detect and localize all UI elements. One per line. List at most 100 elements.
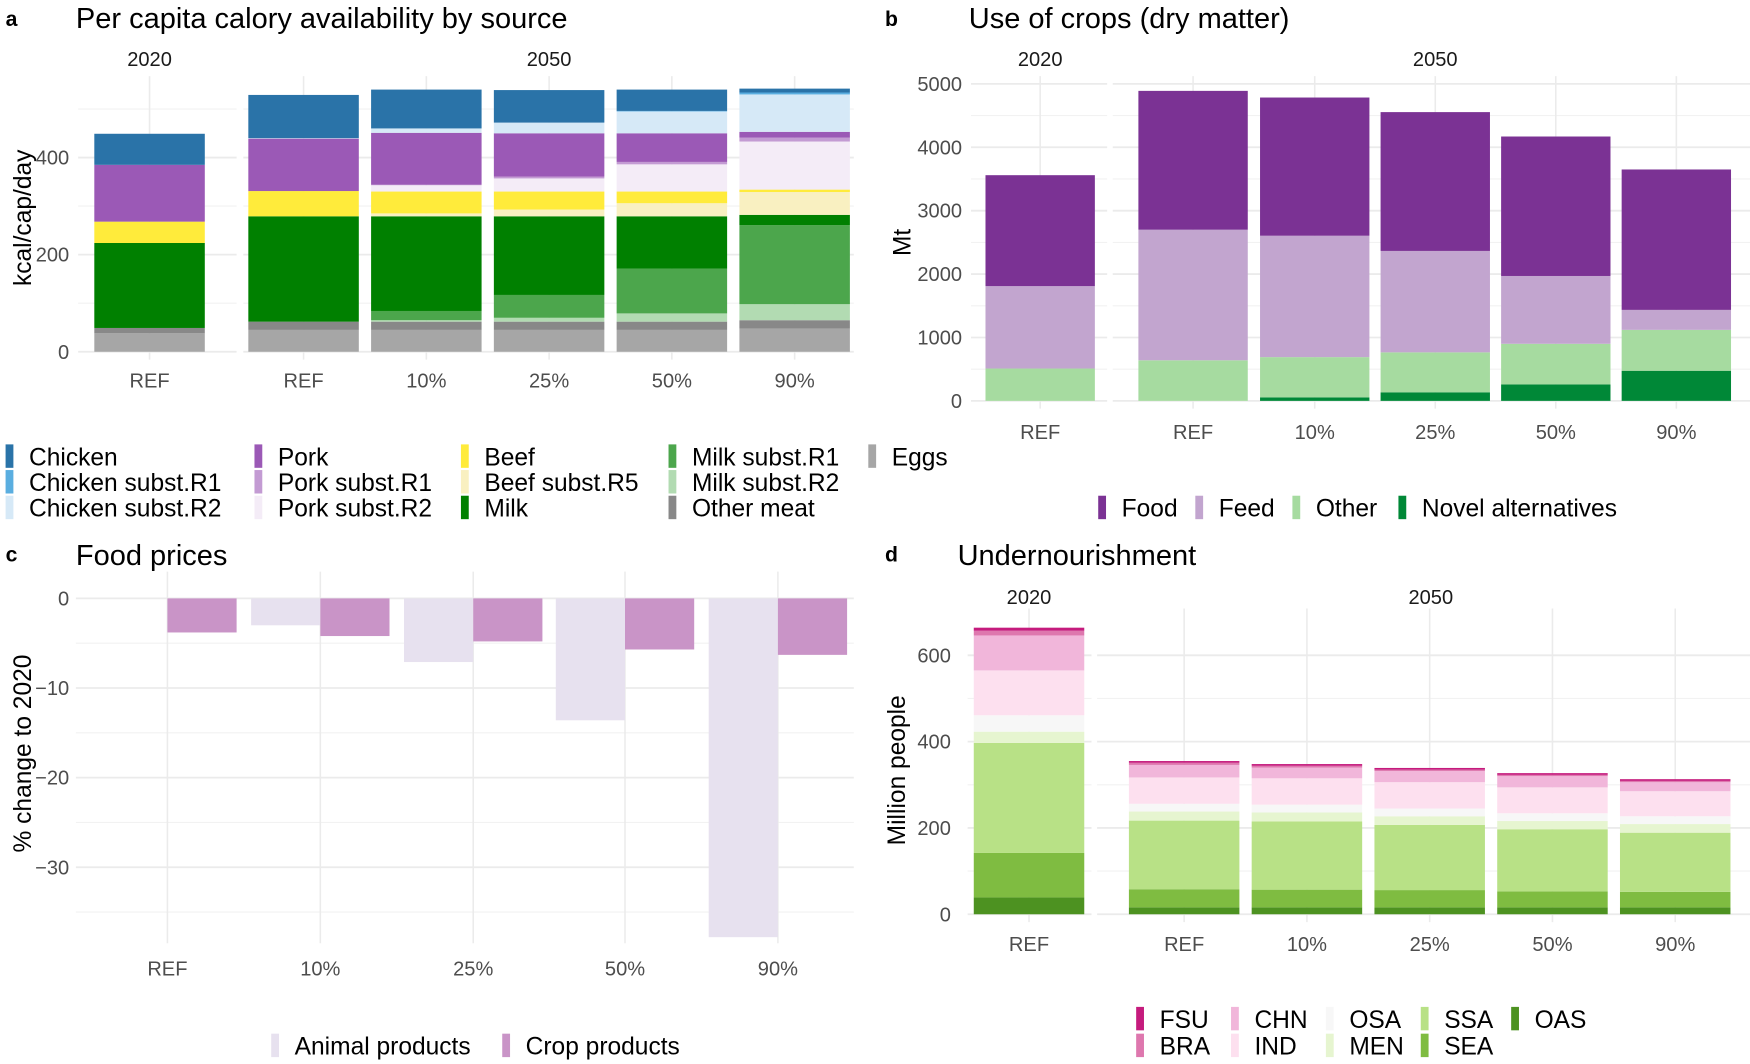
x-tick-label: 10% (300, 959, 340, 981)
bar-segment-feed (1260, 235, 1370, 358)
bar-segment-ssa (1619, 832, 1731, 892)
bar-segment-feed (1138, 229, 1248, 361)
bar-segment-oas (1374, 907, 1485, 915)
bar-segment-sea (1251, 889, 1363, 908)
bar-segment-milk-subst-r1 (616, 268, 728, 314)
bar-segment-chicken-subst-r2 (371, 128, 482, 133)
legend-label: BRA (1160, 1034, 1211, 1061)
legend-swatch (868, 444, 877, 468)
bar-segment-beef-subst-r5 (371, 213, 482, 217)
bar-segment-pork (94, 164, 205, 222)
bar-segment-men (1251, 812, 1363, 822)
bar-segment-fsu (1619, 779, 1731, 781)
bar-segment-oas (1251, 907, 1363, 915)
y-tick-label: −20 (35, 768, 69, 790)
legend-label: MEN (1349, 1034, 1404, 1061)
bar-segment-other (1621, 329, 1732, 371)
bar-segment-milk-subst-r1 (739, 225, 850, 305)
bar-segment-fsu (1374, 767, 1485, 770)
bar-segment-chn (1251, 767, 1363, 779)
bar-segment-chn (973, 635, 1085, 671)
chart-title: Undernourishment (958, 540, 1197, 572)
x-tick-label: 90% (775, 370, 815, 392)
bar-crop-products (167, 598, 237, 633)
x-tick-label: REF (147, 959, 187, 981)
bar-segment-other-meat (493, 321, 605, 330)
bar-segment-ssa (1251, 821, 1363, 890)
x-tick-label: 50% (652, 370, 692, 392)
y-tick-label: 600 (917, 645, 951, 667)
x-tick-label: 25% (529, 370, 569, 392)
bar-segment-oas (1619, 907, 1731, 915)
legend-swatch (1098, 495, 1107, 520)
chart-title: Per capita calory availability by source (76, 3, 568, 35)
bar-segment-chicken (739, 88, 850, 93)
bar-segment-ssa (1374, 824, 1485, 891)
bar-segment-osa (1251, 804, 1363, 813)
x-tick-label: 10% (406, 370, 446, 392)
bar-segment-chn (1128, 764, 1240, 778)
bar-segment-milk-subst-r1 (493, 294, 605, 318)
legend-label: Feed (1219, 496, 1275, 523)
bar-segment-chicken (248, 94, 359, 139)
bar-crop-products (473, 598, 543, 642)
x-tick-label: REF (1020, 422, 1060, 444)
panel-label: d (885, 544, 898, 567)
bar-segment-ind (1619, 791, 1731, 817)
x-tick-label: 90% (758, 959, 798, 981)
legend-label: Milk subst.R2 (692, 470, 839, 497)
legend-label: Other (1316, 496, 1377, 523)
bar-segment-ind (1251, 778, 1363, 805)
bar-segment-oas (1128, 907, 1240, 915)
bar-segment-ind (1128, 777, 1240, 804)
bar-segment-pork (493, 133, 605, 177)
x-tick-label: 10% (1287, 934, 1327, 956)
bar-segment-other (1260, 357, 1370, 398)
legend-swatch (254, 495, 263, 520)
legend-label: SSA (1444, 1007, 1494, 1034)
bar-segment-chicken-subst-r1 (739, 92, 850, 95)
legend-label: Chicken subst.R2 (29, 496, 221, 523)
bar-segment-milk (616, 216, 728, 269)
bar-segment-beef (739, 189, 850, 193)
bar-segment-beef (371, 191, 482, 214)
bar-animal-products (251, 598, 321, 626)
bar-segment-sea (1497, 891, 1608, 908)
bar-segment-beef (616, 191, 728, 204)
facet-label: 2050 (1413, 49, 1458, 71)
bar-segment-bra (1619, 780, 1731, 783)
bar-segment-other-meat (739, 320, 850, 329)
y-tick-label: 2000 (917, 264, 962, 286)
legend-label: Food (1122, 496, 1178, 523)
x-tick-label: REF (283, 370, 323, 392)
bar-segment-chn (1497, 776, 1608, 788)
bar-segment-men (1497, 821, 1608, 830)
bar-segment-men (1128, 811, 1240, 821)
legend-swatch (460, 470, 469, 494)
bar-segment-ind (1374, 782, 1485, 809)
legend-swatch (1136, 1006, 1144, 1031)
x-tick-label: 10% (1295, 422, 1335, 444)
legend-swatch (502, 1033, 511, 1058)
legend-swatch (1511, 1006, 1519, 1031)
bar-animal-products (404, 598, 474, 663)
bar-segment-other-meat (94, 327, 205, 334)
bar-segment-fsu (1128, 761, 1240, 763)
legend-label: Beef subst.R5 (484, 470, 638, 497)
chart-title: Use of crops (dry matter) (969, 3, 1290, 35)
bar-segment-food (1260, 97, 1370, 236)
legend-swatch (254, 470, 263, 494)
y-tick-label: 4000 (917, 137, 962, 159)
bar-segment-milk (493, 216, 605, 295)
legend-label: Chicken (29, 444, 118, 471)
bar-segment-eggs (94, 333, 205, 352)
bar-segment-bra (1374, 769, 1485, 771)
bar-segment-ind (1497, 787, 1608, 814)
y-tick-label: 1000 (917, 328, 962, 350)
bar-segment-other (1138, 360, 1248, 401)
legend-swatch (668, 495, 677, 520)
legend-label: Chicken subst.R1 (29, 470, 221, 497)
bar-segment-chn (1619, 782, 1731, 792)
x-tick-label: 25% (1415, 422, 1455, 444)
bar-crop-products (777, 598, 848, 655)
